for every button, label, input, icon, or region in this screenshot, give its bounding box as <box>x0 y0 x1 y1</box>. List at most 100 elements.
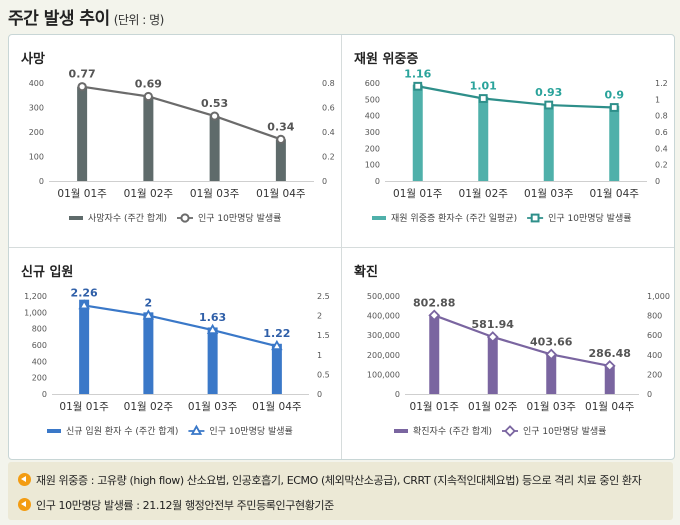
y2-tick-label: 0.4 <box>322 128 335 137</box>
y-tick-label: 300 <box>365 128 380 137</box>
rate-marker-1 <box>142 309 155 320</box>
bar-2 <box>543 104 554 181</box>
footnote-rate-basis: 인구 10만명당 발생률 : 21.12월 행정안전부 주민등록인구현황기준 <box>18 497 334 513</box>
chart-confirmed: 확진 0 100,000 200,000 300,000 400,000 500,000 0… <box>342 248 674 460</box>
data-label-3: 1.22 <box>263 327 290 340</box>
y2-tick-label: 0 <box>317 390 322 399</box>
y-tick-label: 600 <box>32 341 47 350</box>
y2-tick-label: 2.5 <box>317 292 330 301</box>
rate-marker-3 <box>603 360 616 372</box>
chart-title-admissions: 신규 입원 <box>21 265 74 280</box>
data-label-0: 802.88 <box>413 296 455 309</box>
page-title-text: 주간 발생 추이 <box>8 9 110 29</box>
footnote-text: 재원 위중증 : 고유량 (high flow) 산소요법, 인공호흡기, EC… <box>36 474 642 487</box>
data-label-1: 581.94 <box>472 318 515 331</box>
data-label-0: 2.26 <box>71 286 98 299</box>
rate-marker-0 <box>78 299 90 310</box>
rate-marker-3 <box>276 134 286 144</box>
rate-marker-1 <box>486 331 499 343</box>
rate-marker-0 <box>428 309 441 322</box>
y-tick-label: 300 <box>29 104 44 113</box>
legend-line-label: 인구 10만명당 발생률 <box>523 426 606 437</box>
x-tick-label: 01월 02주 <box>468 401 518 413</box>
legend-line-label: 인구 10만명당 발생률 <box>209 426 292 437</box>
bar-0 <box>429 314 440 394</box>
y2-tick-label: 1 <box>317 351 322 360</box>
y-tick-label: 0 <box>395 390 400 399</box>
x-tick-label: 01월 04주 <box>252 401 302 413</box>
legend-bar-label: 신규 입원 환자 수 (주간 합계) <box>66 425 178 437</box>
y-tick-label: 0 <box>375 177 380 186</box>
y2-tick-label: 0.2 <box>655 161 668 170</box>
bar-3 <box>271 343 282 394</box>
y2-tick-label: 0.6 <box>322 104 335 113</box>
bar-2 <box>546 353 557 394</box>
y-tick-label: 400 <box>29 79 44 88</box>
x-tick-label: 01월 03주 <box>190 188 240 200</box>
x-tick-label: 01월 03주 <box>524 188 574 200</box>
bar-0 <box>412 84 423 181</box>
bar-1 <box>143 96 154 181</box>
data-label-1: 1.01 <box>470 80 497 93</box>
rate-line <box>81 85 282 141</box>
y-tick-label: 400,000 <box>367 312 400 321</box>
data-label-2: 1.63 <box>199 311 226 324</box>
y-tick-label: 600 <box>365 79 380 88</box>
rate-marker-legend <box>530 213 540 223</box>
legend-bar-label: 재원 위중증 환자수 (주간 일평균) <box>391 212 517 224</box>
bar-0 <box>79 299 90 394</box>
rate-line <box>83 304 278 348</box>
y-tick-label: 200 <box>29 128 44 137</box>
rate-marker-3 <box>609 103 619 112</box>
x-tick-label: 01월 04주 <box>585 401 635 413</box>
speaker-icon <box>18 498 31 511</box>
bar-2 <box>207 327 218 394</box>
y2-tick-label: 0.8 <box>655 112 668 121</box>
data-label-3: 0.34 <box>267 120 294 133</box>
chart-critical-svg: 0 100 200 300 400 500 600 0 0.2 0.4 0.6 0.8 1 1.2 01월 … <box>365 67 668 224</box>
y-tick-label: 200 <box>32 374 47 383</box>
data-label-1: 2 <box>145 297 153 310</box>
rate-marker-0 <box>413 81 423 91</box>
speaker-icon <box>18 473 31 486</box>
rate-marker-3 <box>271 339 283 351</box>
footnote-text: 인구 10만명당 발생률 : 21.12월 행정안전부 주민등록인구현황기준 <box>36 499 334 512</box>
legend-line-label: 인구 10만명당 발생률 <box>198 213 281 224</box>
bar-3 <box>609 105 620 181</box>
rate-marker-0 <box>77 82 87 92</box>
y2-tick-label: 0.2 <box>322 153 335 162</box>
x-tick-label: 01월 01주 <box>393 188 443 200</box>
rate-marker-1 <box>478 94 488 103</box>
y-tick-label: 500 <box>365 95 380 104</box>
y2-tick-label: 0.6 <box>655 128 668 137</box>
x-tick-label: 01월 04주 <box>256 188 306 200</box>
legend-line-label: 인구 10만명당 발생률 <box>548 213 631 224</box>
y2-tick-label: 1 <box>655 95 660 104</box>
charts-panel: 사망 0 100 200 300 400 0 0.2 0.4 0.6 0.8 01월 01주 01월 … <box>8 34 675 460</box>
rate-marker-legend <box>504 425 516 437</box>
y-tick-label: 100,000 <box>367 370 400 379</box>
chart-admissions: 신규 입원 0 200 400 600 800 1,000 1,200 0 0.5 1 1.5 2 2.… <box>9 248 341 460</box>
y2-tick-label: 0.5 <box>317 370 330 379</box>
y-tick-label: 100 <box>365 161 380 170</box>
bar-2 <box>209 116 220 181</box>
data-label-2: 0.93 <box>535 86 562 99</box>
bar-0 <box>77 86 88 181</box>
rate-marker-legend <box>190 424 203 435</box>
data-label-0: 1.16 <box>404 67 431 80</box>
rate-marker-legend <box>180 213 190 223</box>
data-label-3: 0.9 <box>605 89 625 102</box>
bar-3 <box>604 365 615 394</box>
y-tick-label: 200 <box>365 144 380 153</box>
chart-admissions-svg: 0 200 400 600 800 1,000 1,200 0 0.5 1 1.5 2 2.5 01월 0… <box>24 286 330 437</box>
chart-title-deaths: 사망 <box>21 52 45 67</box>
y-tick-label: 0 <box>42 390 47 399</box>
y2-tick-label: 600 <box>647 331 662 340</box>
chart-deaths-svg: 0 100 200 300 400 0 0.2 0.4 0.6 0.8 01월 01주 01월 02주… <box>29 68 335 224</box>
rate-line <box>417 85 615 109</box>
y2-tick-label: 1,000 <box>647 292 670 301</box>
page-title: 주간 발생 추이 (단위 : 명) <box>8 4 164 29</box>
chart-deaths: 사망 0 100 200 300 400 0 0.2 0.4 0.6 0.8 01월 01주 01월 … <box>9 35 341 247</box>
data-label-2: 0.53 <box>201 97 228 110</box>
bar-3 <box>275 139 286 181</box>
